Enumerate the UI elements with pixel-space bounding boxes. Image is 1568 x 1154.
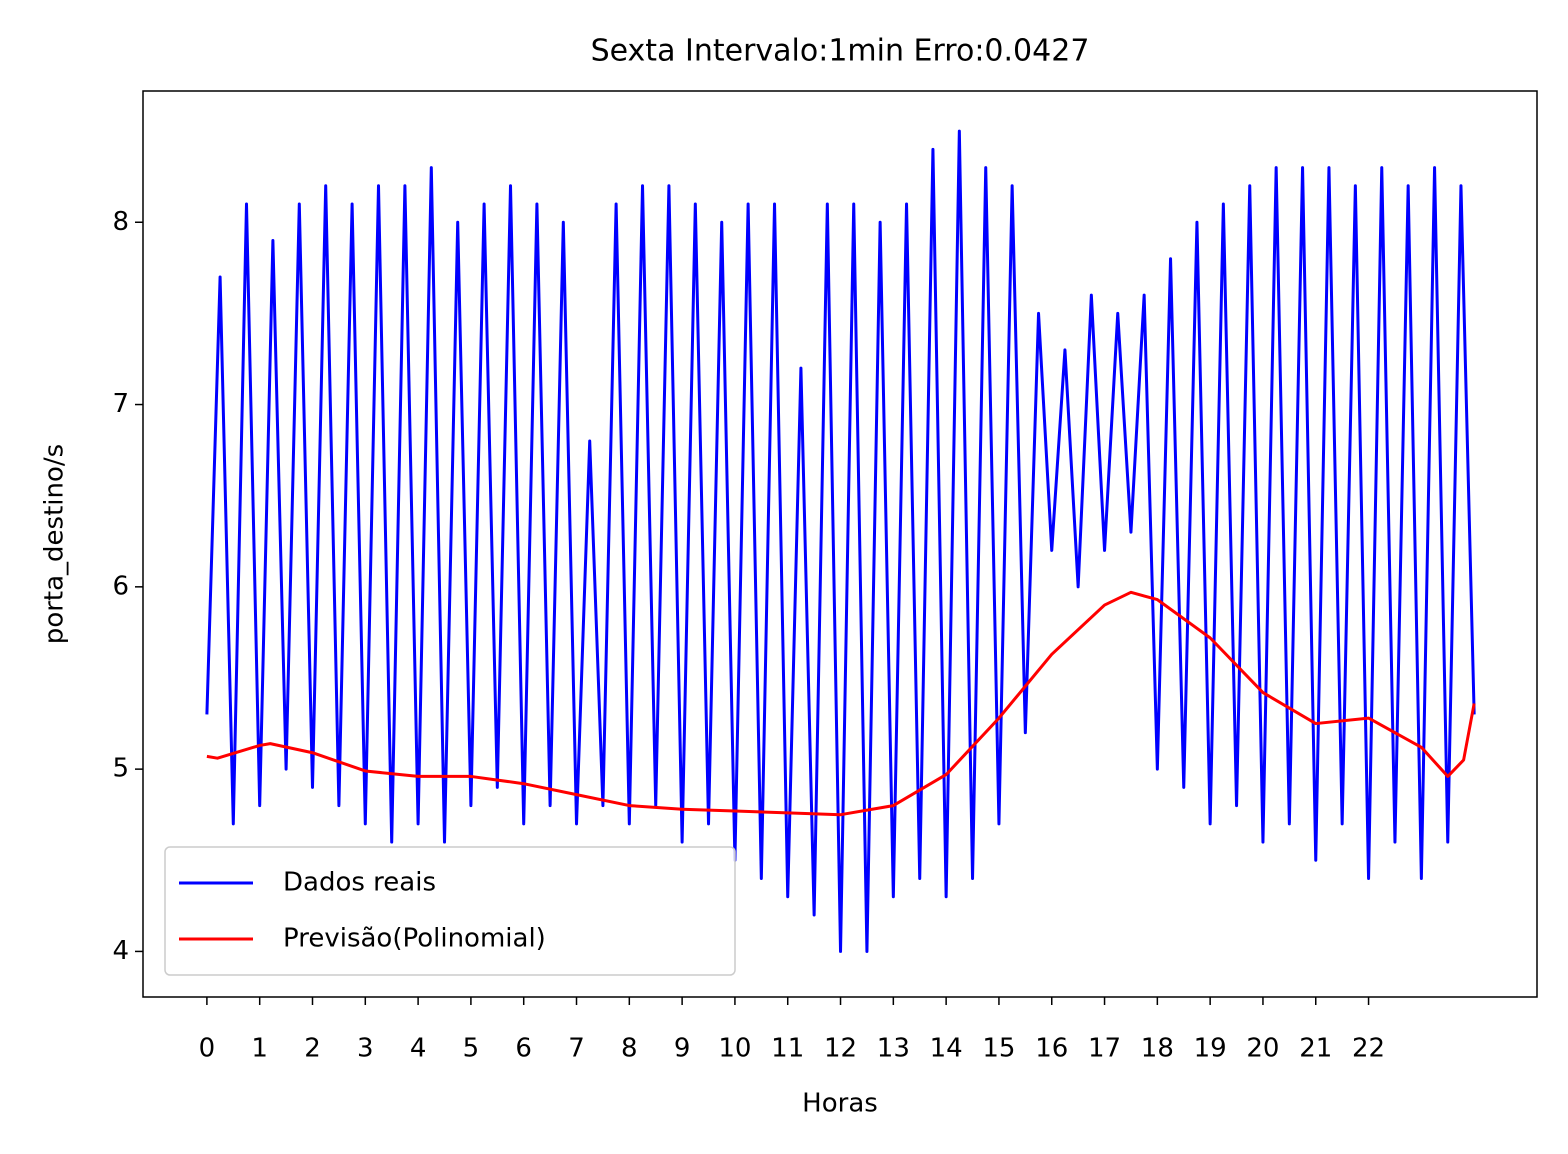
- legend-label: Dados reais: [283, 868, 436, 898]
- x-tick-label: 20: [1246, 1034, 1279, 1064]
- x-tick-label: 6: [515, 1034, 532, 1064]
- x-tick-label: 8: [621, 1034, 638, 1064]
- x-tick-label: 9: [674, 1034, 691, 1064]
- x-tick-label: 18: [1141, 1034, 1174, 1064]
- x-tick-label: 17: [1088, 1034, 1121, 1064]
- x-tick-label: 2: [304, 1034, 321, 1064]
- x-axis-label: Horas: [802, 1089, 878, 1119]
- x-tick-label: 5: [463, 1034, 480, 1064]
- x-tick-label: 19: [1194, 1034, 1227, 1064]
- y-tick-label: 7: [112, 389, 129, 419]
- legend-label: Previsão(Polinomial): [283, 924, 546, 954]
- x-tick-label: 15: [982, 1034, 1015, 1064]
- legend: Dados reais Previsão(Polinomial): [164, 846, 736, 976]
- plot-frame: [142, 90, 1538, 998]
- x-tick-label: 0: [199, 1034, 216, 1064]
- y-tick-label: 4: [112, 936, 129, 966]
- x-tick-label: 22: [1352, 1034, 1385, 1064]
- y-tick-label: 5: [112, 754, 129, 784]
- x-tick-label: 13: [877, 1034, 910, 1064]
- x-tick-label: 4: [410, 1034, 427, 1064]
- y-axis-label: porta_destino/s: [40, 444, 70, 644]
- y-tick-label: 6: [112, 571, 129, 601]
- x-tick-label: 14: [930, 1034, 963, 1064]
- series-line: [206, 590, 1476, 817]
- x-tick-label: 12: [824, 1034, 857, 1064]
- x-tick-label: 11: [771, 1034, 804, 1064]
- y-tick-label: 8: [112, 207, 129, 237]
- x-tick-label: 7: [568, 1034, 585, 1064]
- x-tick-label: 21: [1299, 1034, 1332, 1064]
- legend-box: [164, 846, 736, 976]
- x-tick-label: 1: [251, 1034, 268, 1064]
- x-tick-label: 3: [357, 1034, 374, 1064]
- chart-title: Sexta Intervalo:1min Erro:0.0427: [591, 34, 1090, 69]
- series-line: [205, 129, 1476, 953]
- x-tick-label: 16: [1035, 1034, 1068, 1064]
- x-tick-label: 10: [718, 1034, 751, 1064]
